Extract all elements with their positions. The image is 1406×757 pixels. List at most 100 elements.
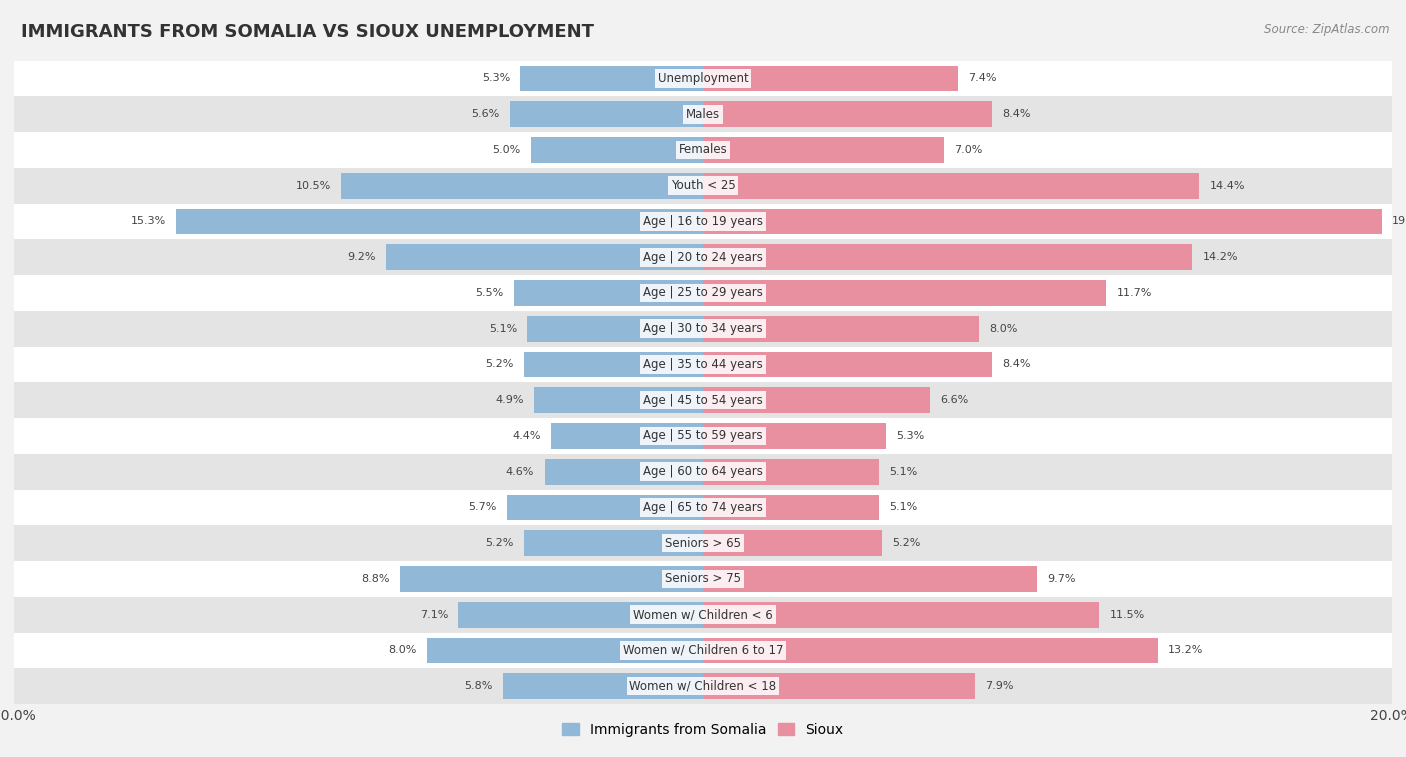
- Bar: [14, 204, 1392, 239]
- Text: 7.1%: 7.1%: [420, 609, 449, 620]
- Bar: [703, 208, 1382, 234]
- Text: 6.6%: 6.6%: [941, 395, 969, 405]
- Bar: [176, 208, 703, 234]
- Text: Source: ZipAtlas.com: Source: ZipAtlas.com: [1264, 23, 1389, 36]
- Bar: [544, 459, 703, 484]
- Text: Age | 45 to 54 years: Age | 45 to 54 years: [643, 394, 763, 407]
- Text: 7.9%: 7.9%: [986, 681, 1014, 691]
- Bar: [14, 597, 1392, 633]
- Bar: [534, 388, 703, 413]
- Text: 5.5%: 5.5%: [475, 288, 503, 298]
- Text: 8.4%: 8.4%: [1002, 109, 1031, 119]
- Bar: [703, 566, 1038, 592]
- Text: Unemployment: Unemployment: [658, 72, 748, 85]
- Text: 7.4%: 7.4%: [969, 73, 997, 83]
- Text: Age | 35 to 44 years: Age | 35 to 44 years: [643, 358, 763, 371]
- Text: Females: Females: [679, 143, 727, 157]
- Bar: [503, 673, 703, 699]
- Bar: [14, 168, 1392, 204]
- Bar: [14, 490, 1392, 525]
- Text: 5.1%: 5.1%: [889, 503, 917, 512]
- Bar: [14, 347, 1392, 382]
- Bar: [703, 245, 1192, 270]
- Text: 5.2%: 5.2%: [485, 538, 513, 548]
- Bar: [703, 388, 931, 413]
- Text: Women w/ Children < 6: Women w/ Children < 6: [633, 608, 773, 621]
- Bar: [14, 96, 1392, 132]
- Bar: [703, 173, 1199, 198]
- Bar: [458, 602, 703, 628]
- Bar: [342, 173, 703, 198]
- Text: 5.6%: 5.6%: [471, 109, 499, 119]
- Text: 7.0%: 7.0%: [955, 145, 983, 155]
- Bar: [520, 66, 703, 92]
- Text: Seniors > 65: Seniors > 65: [665, 537, 741, 550]
- Bar: [399, 566, 703, 592]
- Bar: [14, 453, 1392, 490]
- Bar: [703, 673, 976, 699]
- Bar: [703, 66, 957, 92]
- Bar: [14, 132, 1392, 168]
- Bar: [527, 316, 703, 341]
- Text: 5.1%: 5.1%: [489, 324, 517, 334]
- Text: 5.0%: 5.0%: [492, 145, 520, 155]
- Bar: [14, 418, 1392, 453]
- Bar: [513, 280, 703, 306]
- Bar: [387, 245, 703, 270]
- Text: 15.3%: 15.3%: [131, 217, 166, 226]
- Bar: [14, 525, 1392, 561]
- Text: IMMIGRANTS FROM SOMALIA VS SIOUX UNEMPLOYMENT: IMMIGRANTS FROM SOMALIA VS SIOUX UNEMPLO…: [21, 23, 595, 41]
- Text: Age | 16 to 19 years: Age | 16 to 19 years: [643, 215, 763, 228]
- Bar: [14, 61, 1392, 96]
- Bar: [524, 351, 703, 377]
- Text: 11.5%: 11.5%: [1109, 609, 1144, 620]
- Bar: [703, 423, 886, 449]
- Text: Youth < 25: Youth < 25: [671, 179, 735, 192]
- Legend: Immigrants from Somalia, Sioux: Immigrants from Somalia, Sioux: [557, 717, 849, 742]
- Text: Age | 20 to 24 years: Age | 20 to 24 years: [643, 251, 763, 263]
- Bar: [510, 101, 703, 127]
- Bar: [14, 311, 1392, 347]
- Bar: [427, 637, 703, 663]
- Bar: [14, 239, 1392, 275]
- Text: 8.8%: 8.8%: [361, 574, 389, 584]
- Text: 5.2%: 5.2%: [485, 360, 513, 369]
- Bar: [703, 530, 882, 556]
- Bar: [524, 530, 703, 556]
- Text: 5.2%: 5.2%: [893, 538, 921, 548]
- Text: 4.9%: 4.9%: [495, 395, 524, 405]
- Bar: [703, 137, 945, 163]
- Text: 5.3%: 5.3%: [482, 73, 510, 83]
- Text: 14.2%: 14.2%: [1202, 252, 1237, 262]
- Text: 5.8%: 5.8%: [464, 681, 494, 691]
- Text: 8.0%: 8.0%: [388, 646, 418, 656]
- Bar: [703, 316, 979, 341]
- Text: Males: Males: [686, 107, 720, 120]
- Text: 5.7%: 5.7%: [468, 503, 496, 512]
- Text: 8.0%: 8.0%: [988, 324, 1018, 334]
- Bar: [703, 280, 1107, 306]
- Bar: [14, 561, 1392, 597]
- Text: Age | 30 to 34 years: Age | 30 to 34 years: [643, 322, 763, 335]
- Bar: [551, 423, 703, 449]
- Bar: [506, 494, 703, 520]
- Text: 13.2%: 13.2%: [1168, 646, 1204, 656]
- Text: Age | 60 to 64 years: Age | 60 to 64 years: [643, 465, 763, 478]
- Text: 9.7%: 9.7%: [1047, 574, 1076, 584]
- Text: Women w/ Children 6 to 17: Women w/ Children 6 to 17: [623, 644, 783, 657]
- Text: 4.6%: 4.6%: [506, 466, 534, 477]
- Bar: [14, 668, 1392, 704]
- Text: 9.2%: 9.2%: [347, 252, 375, 262]
- Text: 4.4%: 4.4%: [513, 431, 541, 441]
- Text: Women w/ Children < 18: Women w/ Children < 18: [630, 680, 776, 693]
- Text: Age | 55 to 59 years: Age | 55 to 59 years: [643, 429, 763, 442]
- Bar: [703, 602, 1099, 628]
- Bar: [14, 633, 1392, 668]
- Text: Age | 25 to 29 years: Age | 25 to 29 years: [643, 286, 763, 300]
- Bar: [14, 275, 1392, 311]
- Text: Age | 65 to 74 years: Age | 65 to 74 years: [643, 501, 763, 514]
- Bar: [703, 637, 1157, 663]
- Bar: [703, 459, 879, 484]
- Text: 5.1%: 5.1%: [889, 466, 917, 477]
- Bar: [14, 382, 1392, 418]
